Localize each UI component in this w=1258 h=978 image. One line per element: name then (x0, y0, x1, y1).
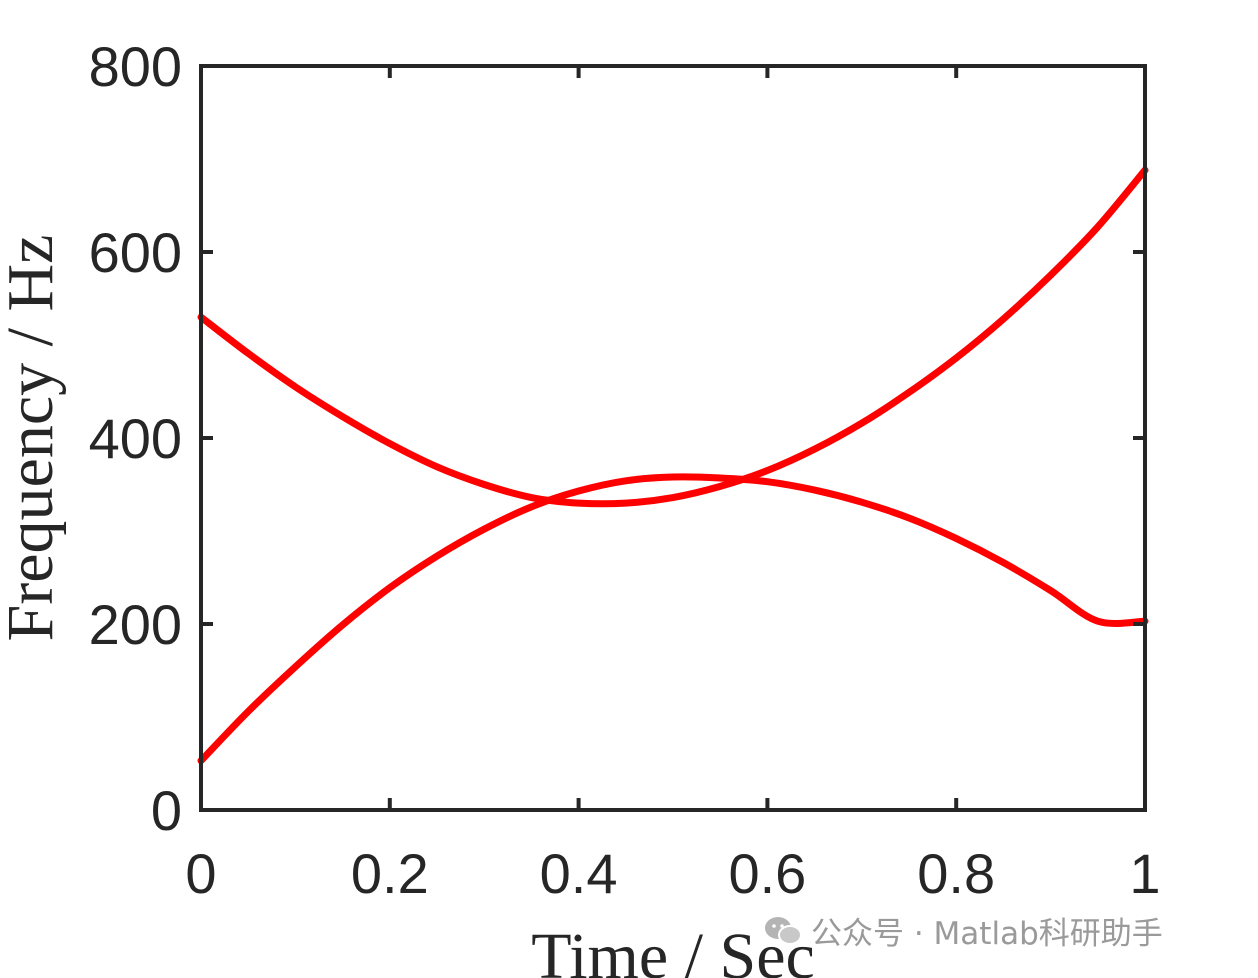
x-tick-label: 0.2 (351, 842, 429, 905)
watermark-text: 公众号 · Matlab科研助手 (811, 916, 1163, 952)
y-axis-title: Frequency / Hz (0, 235, 67, 642)
series-layer (197, 166, 1149, 765)
y-tick-label: 800 (89, 35, 182, 98)
x-tick-label: 0.4 (540, 842, 618, 905)
y-tick-label: 400 (89, 407, 182, 470)
x-tick-label: 0.8 (917, 842, 995, 905)
x-tick-label: 0 (185, 842, 216, 905)
x-tick-label: 0.6 (728, 842, 806, 905)
wechat-icon (765, 916, 802, 945)
y-tick-label: 0 (151, 779, 182, 842)
series-line-2 (197, 166, 1149, 508)
y-tick-label: 600 (89, 221, 182, 284)
ticks-layer: 0 0.2 0.4 0.6 0.8 1 0 200 400 600 800 (89, 35, 1161, 905)
x-tick-label: 1 (1129, 842, 1160, 905)
plot-frame (199, 64, 1147, 812)
watermark: 公众号 · Matlab科研助手 (763, 908, 1163, 953)
y-tick-label: 200 (89, 593, 182, 656)
series-line-1 (197, 473, 1149, 765)
